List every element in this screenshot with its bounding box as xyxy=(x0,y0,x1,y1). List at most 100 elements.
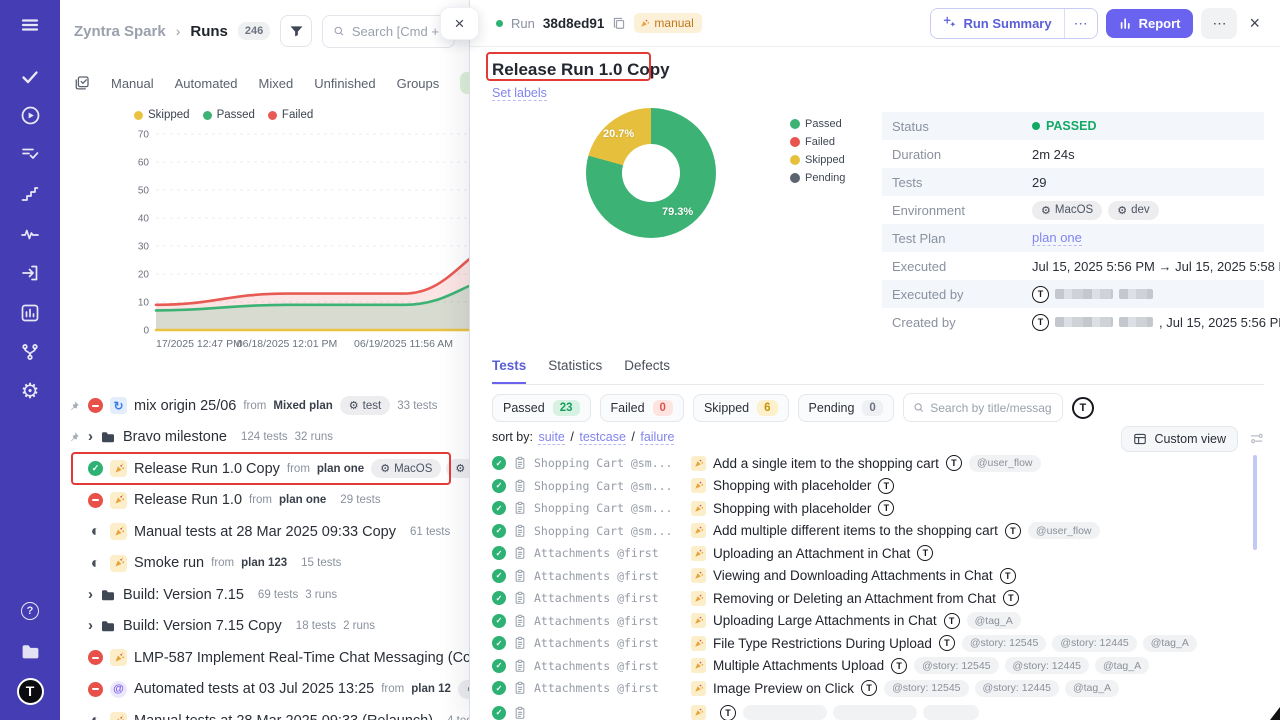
detail-tab-defects[interactable]: Defects xyxy=(624,358,670,384)
steps-icon[interactable] xyxy=(0,179,60,209)
test-list-item[interactable]: ✓ Attachments @first File Type Restricti… xyxy=(484,632,1280,655)
import-login-icon[interactable] xyxy=(0,258,60,288)
test-title[interactable]: Removing or Deleting an Attachment from … xyxy=(713,591,996,606)
sort-link-suite[interactable]: suite xyxy=(538,430,564,445)
run-list-item[interactable]: ↻ mix origin 25/06 from Mixed plan ⚙test… xyxy=(60,390,469,422)
test-list-item[interactable]: ✓ Attachments @first Removing or Deletin… xyxy=(484,587,1280,610)
tag-pill[interactable]: @user_flow xyxy=(969,455,1041,472)
copy-icon[interactable] xyxy=(612,16,626,30)
tag-pill[interactable]: @tag_A xyxy=(1143,635,1197,652)
assignee-filter-avatar[interactable]: T xyxy=(1072,397,1094,419)
test-title[interactable]: Shopping with placeholder xyxy=(713,478,871,493)
runs-tab-automated[interactable]: Automated xyxy=(175,76,238,91)
test-title[interactable]: File Type Restrictions During Upload xyxy=(713,636,932,651)
custom-view-button[interactable]: Custom view xyxy=(1121,426,1238,452)
menu-icon[interactable] xyxy=(0,10,60,40)
run-group-folder[interactable]: › Build: Version 7.15 69 tests 3 runs xyxy=(60,579,469,611)
run-summary-more-button[interactable]: ⋯ xyxy=(1064,9,1097,38)
plan-name[interactable]: Mixed plan xyxy=(273,400,332,412)
run-name[interactable]: Smoke run xyxy=(134,555,204,571)
detail-tab-statistics[interactable]: Statistics xyxy=(548,358,602,384)
tag-pill[interactable]: @story: 12545 xyxy=(884,680,968,697)
test-suite-name[interactable]: Attachments @first xyxy=(534,546,684,560)
test-list-icon[interactable] xyxy=(0,139,60,169)
tag-pill[interactable]: @user_flow xyxy=(1028,522,1100,539)
folder-icon[interactable] xyxy=(0,636,60,666)
run-list-item[interactable]: ◐ Manual tests at 28 Mar 2025 09:33 Copy… xyxy=(60,516,469,548)
test-list-item[interactable]: ✓ Shopping Cart @sm... Shopping with pla… xyxy=(484,497,1280,520)
test-list-item[interactable]: ✓ Attachments @first Uploading an Attach… xyxy=(484,542,1280,565)
test-list-item[interactable]: ✓ Shopping Cart @sm... Add a single item… xyxy=(484,452,1280,475)
test-title[interactable]: Shopping with placeholder xyxy=(713,501,871,516)
run-summary-button[interactable]: Run Summary xyxy=(931,9,1063,38)
runs-tab-manual[interactable]: Manual xyxy=(111,76,154,91)
test-list-item[interactable]: ✓ Shopping Cart @sm... Add multiple diff… xyxy=(484,520,1280,543)
detail-close-icon[interactable]: × xyxy=(1245,13,1264,34)
tag-pill[interactable]: @tag_A xyxy=(1065,680,1119,697)
runs-search-input[interactable] xyxy=(352,24,444,39)
test-suite-name[interactable]: Attachments @first xyxy=(534,591,684,605)
run-list-item[interactable]: Release Run 1.0 from plan one 29 tests xyxy=(60,485,469,517)
test-suite-name[interactable]: Attachments @first xyxy=(534,569,684,583)
sort-link-failure[interactable]: failure xyxy=(640,430,674,445)
run-list-item[interactable]: LMP-587 Implement Real-Time Chat Messagi… xyxy=(60,642,469,674)
breadcrumb-project[interactable]: Zyntra Spark xyxy=(74,23,166,40)
filter-chip-skipped[interactable]: Skipped 6 xyxy=(693,394,789,422)
test-plan-link[interactable]: plan one xyxy=(1032,230,1082,246)
set-labels-link[interactable]: Set labels xyxy=(492,86,547,101)
report-button[interactable]: Report xyxy=(1106,9,1194,38)
run-name[interactable]: Automated tests at 03 Jul 2025 13:25 xyxy=(134,681,374,697)
reports-chart-icon[interactable] xyxy=(0,298,60,328)
tasks-check-icon[interactable] xyxy=(0,62,60,92)
test-suite-name[interactable]: Shopping Cart @sm... xyxy=(534,456,684,470)
runs-tab-mixed[interactable]: Mixed xyxy=(259,76,294,91)
filter-chip-passed[interactable]: Passed 23 xyxy=(492,394,591,422)
run-list-item[interactable]: ◐ Manual tests at 28 Mar 2025 09:33 (Rel… xyxy=(60,705,469,720)
test-suite-name[interactable]: Shopping Cart @sm... xyxy=(534,501,684,515)
test-title[interactable]: Add a single item to the shopping cart xyxy=(713,456,939,471)
test-title[interactable]: Add multiple different items to the shop… xyxy=(713,523,998,538)
run-name[interactable]: Release Run 1.0 xyxy=(134,492,242,508)
breadcrumb-section[interactable]: Runs xyxy=(190,23,228,40)
runs-tab-groups[interactable]: Groups xyxy=(397,76,440,91)
tag-pill[interactable]: @story: 12545 xyxy=(914,657,998,674)
help-icon[interactable]: ? xyxy=(0,596,60,626)
test-title[interactable]: Uploading Large Attachments in Chat xyxy=(713,613,937,628)
filter-chip-failed[interactable]: Failed 0 xyxy=(600,394,684,422)
tag-pill[interactable]: @story: 12445 xyxy=(1005,657,1089,674)
test-list-item[interactable]: ✓ Shopping Cart @sm... Shopping with pla… xyxy=(484,475,1280,498)
sort-link-testcase[interactable]: testcase xyxy=(579,430,626,445)
test-title[interactable]: Viewing and Downloading Attachments in C… xyxy=(713,568,993,583)
run-name[interactable]: Build: Version 7.15 Copy xyxy=(123,618,282,634)
run-name[interactable]: Build: Version 7.15 xyxy=(123,587,244,603)
test-title[interactable]: Uploading an Attachment in Chat xyxy=(713,546,910,561)
run-name[interactable]: mix origin 25/06 xyxy=(134,398,236,414)
test-suite-name[interactable]: Attachments @first xyxy=(534,636,684,650)
run-list-item[interactable]: @ Automated tests at 03 Jul 2025 13:25 f… xyxy=(60,674,469,706)
test-suite-name[interactable]: Shopping Cart @sm... xyxy=(534,524,684,538)
tag-filter-badge[interactable]: tes xyxy=(460,72,470,94)
run-group-folder[interactable]: › Bravo milestone 124 tests 32 runs xyxy=(60,422,469,454)
test-list-item[interactable]: ✓ Attachments @first Multiple Attachment… xyxy=(484,655,1280,678)
run-name[interactable]: LMP-587 Implement Real-Time Chat Messagi… xyxy=(134,650,469,666)
tag-pill[interactable]: @story: 12445 xyxy=(1052,635,1136,652)
tag-pill[interactable]: @tag_A xyxy=(1095,657,1149,674)
plan-name[interactable]: plan 123 xyxy=(241,557,287,569)
test-suite-name[interactable]: Shopping Cart @sm... xyxy=(534,479,684,493)
run-list-item[interactable]: ◐ Smoke run from plan 123 15 tests xyxy=(60,548,469,580)
filter-funnel-button[interactable] xyxy=(280,15,312,47)
run-name[interactable]: Manual tests at 28 Mar 2025 09:33 Copy xyxy=(134,524,396,540)
test-list-item[interactable]: ✓ T xyxy=(484,702,1280,720)
run-name[interactable]: Bravo milestone xyxy=(123,429,227,445)
runs-tab-unfinished[interactable]: Unfinished xyxy=(314,76,375,91)
test-search-input[interactable] xyxy=(930,401,1053,415)
test-suite-name[interactable]: Attachments @first xyxy=(534,681,684,695)
runs-search-box[interactable] xyxy=(322,15,455,48)
plan-name[interactable]: plan one xyxy=(279,494,326,506)
activity-pulse-icon[interactable] xyxy=(0,219,60,249)
run-name[interactable]: Release Run 1.0 Copy xyxy=(134,461,280,477)
branch-icon[interactable] xyxy=(0,337,60,367)
tag-pill[interactable]: @tag_A xyxy=(967,612,1021,629)
test-title[interactable]: Image Preview on Click xyxy=(713,681,854,696)
user-avatar[interactable]: T xyxy=(0,676,60,706)
